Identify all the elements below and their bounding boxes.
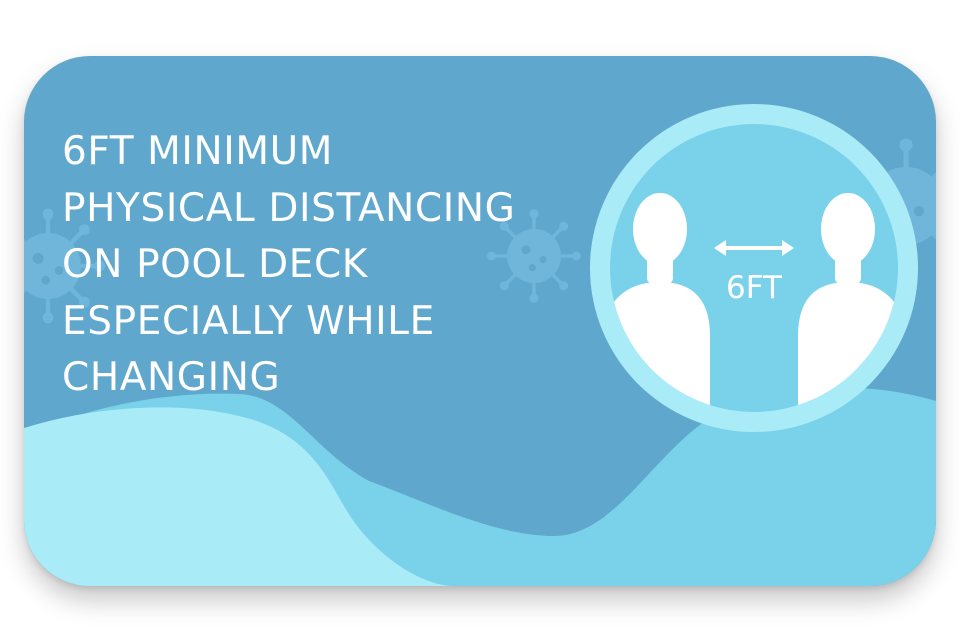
headline-line: ON POOL DECK [62, 242, 368, 287]
double-arrow-icon [714, 240, 794, 256]
badge-graphic: 6FT [590, 104, 918, 432]
distancing-sign-card: 6FT MINIMUM PHYSICAL DISTANCING ON POOL … [24, 56, 936, 586]
distance-badge: 6FT [590, 104, 918, 432]
headline-line: ESPECIALLY WHILE [62, 298, 435, 344]
headline-line: CHANGING [62, 355, 281, 400]
card-background [24, 56, 936, 586]
distance-label: 6FT [726, 270, 783, 306]
headline-line: PHYSICAL DISTANCING [62, 185, 516, 231]
wave-light [24, 407, 454, 586]
distancing-headline: 6FT MINIMUM PHYSICAL DISTANCING ON POOL … [62, 124, 602, 407]
headline-line: 6FT MINIMUM [62, 129, 334, 174]
